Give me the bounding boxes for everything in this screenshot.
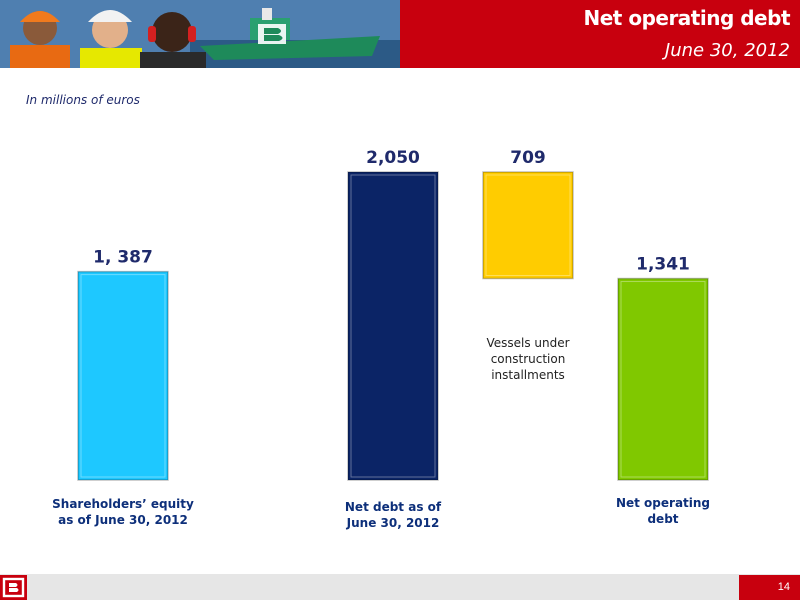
slide-subtitle-date: June 30, 2012 bbox=[664, 40, 790, 61]
bar-net-debt bbox=[347, 171, 439, 481]
bar-highlight-vessels-installments bbox=[485, 174, 571, 277]
footer-bar bbox=[0, 574, 800, 600]
category-label-net-debt: Net debt as of June 30, 2012 bbox=[345, 500, 442, 530]
page-number-box: 14 bbox=[739, 575, 800, 600]
category-label-net-operating-debt: Net operating debt bbox=[616, 496, 710, 526]
category-label-shareholders-equity: Shareholders’ equity as of June 30, 2012 bbox=[52, 497, 194, 527]
logo-icon bbox=[0, 575, 27, 600]
bar-net-operating-debt bbox=[617, 277, 709, 481]
bar-vessels-installments bbox=[482, 171, 574, 280]
category-label-vessels-installments: Vessels under construction installments bbox=[486, 336, 569, 382]
value-label-shareholders-equity: 1, 387 bbox=[93, 248, 153, 268]
bar-highlight-net-debt bbox=[350, 174, 436, 478]
value-label-net-operating-debt: 1,341 bbox=[636, 255, 690, 275]
header-photo-banner bbox=[0, 0, 400, 68]
bar-highlight-shareholders-equity bbox=[80, 274, 166, 478]
value-label-net-debt: 2,050 bbox=[366, 148, 420, 168]
units-note: In millions of euros bbox=[26, 93, 140, 107]
header-bar: Net operating debt June 30, 2012 bbox=[0, 0, 800, 68]
crew-and-vessel-illustration bbox=[0, 0, 400, 68]
net-operating-debt-chart: 1, 387 2,050 709 1,341 Shareholders’ equity a… bbox=[52, 148, 710, 530]
bar-shareholders-equity bbox=[77, 270, 169, 481]
bar-highlight-net-operating-debt bbox=[620, 281, 706, 478]
value-label-vessels-installments: 709 bbox=[510, 148, 546, 168]
page-number: 14 bbox=[777, 581, 790, 593]
slide-title: Net operating debt bbox=[583, 6, 791, 30]
